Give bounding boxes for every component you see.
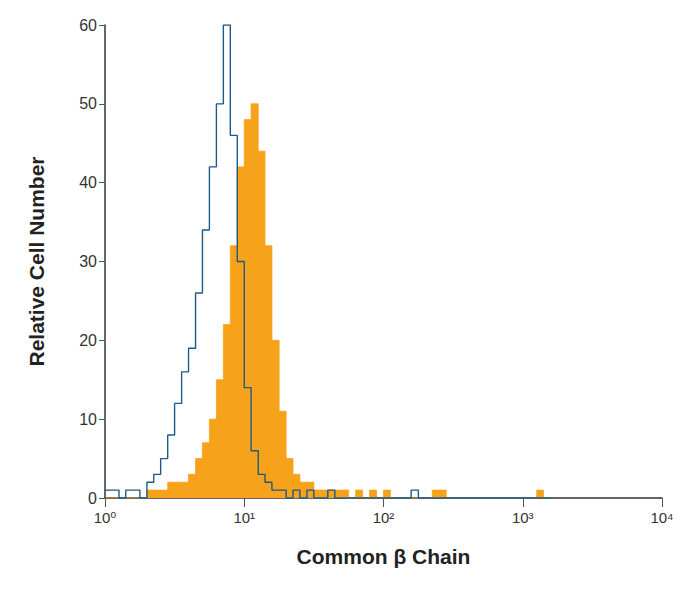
svg-text:50: 50 xyxy=(79,95,97,112)
svg-text:10³: 10³ xyxy=(512,509,534,526)
svg-text:30: 30 xyxy=(79,253,97,270)
svg-text:Common β Chain: Common β Chain xyxy=(297,545,471,568)
svg-text:10¹: 10¹ xyxy=(233,509,255,526)
svg-text:20: 20 xyxy=(79,332,97,349)
svg-text:10⁴: 10⁴ xyxy=(650,509,673,526)
svg-text:Relative Cell Number: Relative Cell Number xyxy=(25,156,48,366)
svg-text:0: 0 xyxy=(88,490,97,507)
svg-text:10⁰: 10⁰ xyxy=(94,509,117,526)
svg-text:10²: 10² xyxy=(373,509,395,526)
svg-text:10: 10 xyxy=(79,411,97,428)
svg-text:60: 60 xyxy=(79,17,97,34)
svg-text:40: 40 xyxy=(79,174,97,191)
